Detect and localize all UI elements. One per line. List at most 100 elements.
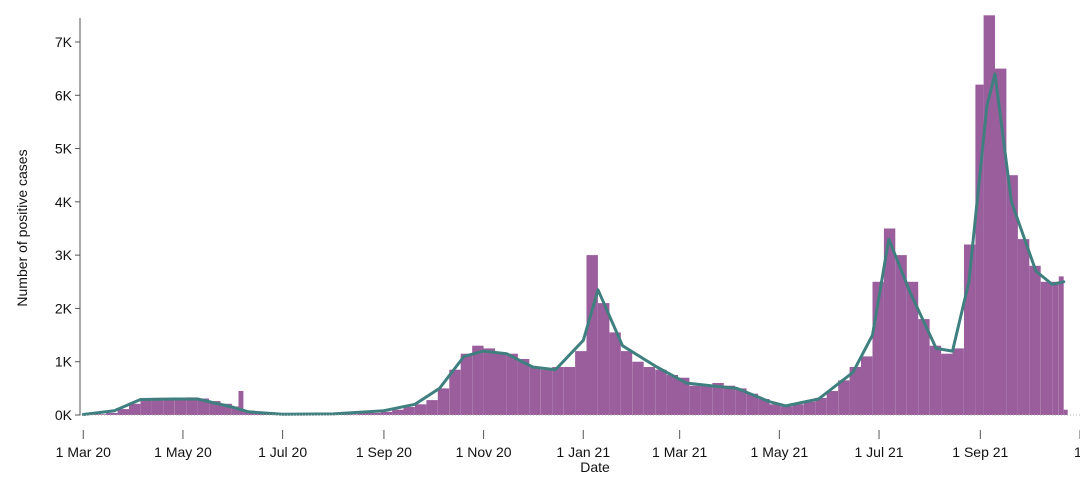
bar (460, 353, 473, 415)
bar (941, 353, 953, 415)
bar (254, 413, 267, 415)
bar (186, 397, 198, 415)
bar (506, 353, 518, 415)
x-tick-label: 1 May 21 (751, 444, 809, 460)
bar (209, 401, 221, 415)
bar (929, 345, 942, 415)
x-tick-label: 1 Mar 21 (652, 444, 707, 460)
y-tick-label: 6K (55, 87, 73, 103)
bar (1017, 239, 1030, 415)
bar (529, 367, 541, 415)
bar (995, 68, 1007, 415)
bar (689, 385, 701, 415)
bar (575, 351, 587, 415)
bar (598, 303, 610, 415)
bar (403, 407, 415, 415)
bar (540, 369, 553, 415)
bar (129, 403, 141, 415)
bar (334, 414, 358, 415)
y-axis-title: Number of positive cases (14, 149, 30, 306)
trend-layer (81, 72, 1066, 416)
trend-line (81, 72, 1066, 416)
bar (758, 399, 770, 415)
y-tick-label: 5K (55, 141, 73, 157)
bar (838, 380, 850, 415)
bar (495, 353, 507, 415)
bar (983, 15, 995, 416)
bar (792, 404, 804, 415)
bar (735, 388, 747, 415)
bar (609, 332, 621, 415)
x-tick-label: 1 May 20 (154, 444, 212, 460)
bar (1052, 281, 1059, 415)
bar (975, 84, 984, 415)
bar (151, 397, 164, 415)
bar (174, 399, 187, 415)
bar (769, 404, 781, 415)
x-tick-label: 1 Sep 20 (356, 444, 412, 460)
bar (1006, 175, 1018, 415)
bar (415, 404, 427, 415)
bar (1058, 276, 1064, 415)
bar (437, 388, 450, 415)
bar (815, 397, 827, 415)
bar (117, 409, 129, 415)
bar (746, 393, 759, 415)
bar (140, 399, 152, 415)
x-tick-label: 1 Mar 20 (56, 444, 111, 460)
bar (861, 356, 873, 415)
bar (906, 281, 919, 415)
bar (643, 367, 656, 415)
bar (163, 398, 175, 415)
bars-layer (83, 15, 1068, 416)
bar (238, 391, 244, 415)
bar (94, 414, 107, 415)
bar (449, 369, 461, 415)
bar (849, 367, 861, 415)
bar (426, 400, 438, 415)
bar (655, 369, 667, 415)
bar (952, 348, 964, 415)
x-tick-label: 1 Nov 20 (456, 444, 512, 460)
x-tick-label: 1 Nov (1074, 444, 1080, 460)
bar (723, 385, 736, 415)
bar (1040, 281, 1053, 415)
axes-layer (79, 18, 1080, 416)
x-axis-title: Date (580, 459, 610, 475)
bar (666, 375, 678, 415)
bar (700, 385, 713, 415)
bar (895, 255, 907, 415)
bar (678, 377, 690, 415)
bar (106, 412, 118, 415)
bar (872, 281, 884, 415)
bar (883, 228, 896, 415)
bar (232, 406, 239, 415)
y-tick-label: 0K (55, 407, 73, 423)
bar (483, 348, 495, 415)
bar (552, 367, 564, 415)
y-tick-label: 3K (55, 247, 73, 263)
y-tick-label: 1K (55, 354, 73, 370)
bar (964, 244, 976, 415)
bar (1063, 409, 1068, 415)
bar (586, 255, 598, 415)
bar (563, 367, 576, 415)
bar (918, 319, 930, 415)
y-tick-label: 4K (55, 194, 73, 210)
bar (517, 359, 530, 415)
bar (220, 403, 232, 415)
bar (620, 351, 633, 415)
x-tick-label: 1 Sep 21 (952, 444, 1008, 460)
x-tick-label: 1 Jul 21 (854, 444, 903, 460)
bar (712, 383, 724, 415)
bar (781, 406, 793, 415)
bar (472, 345, 484, 415)
bar (826, 391, 839, 415)
bar (197, 398, 209, 415)
y-tick-label: 2K (55, 300, 73, 316)
ticks-layer: 0K 1K 2K 3K 4K 5K 6K 7K 1 Mar 20 1 May 20 1 Jul 20… (55, 34, 1080, 460)
bar (1029, 265, 1041, 415)
x-tick-label: 1 Jul 20 (258, 444, 307, 460)
bar (632, 361, 644, 415)
